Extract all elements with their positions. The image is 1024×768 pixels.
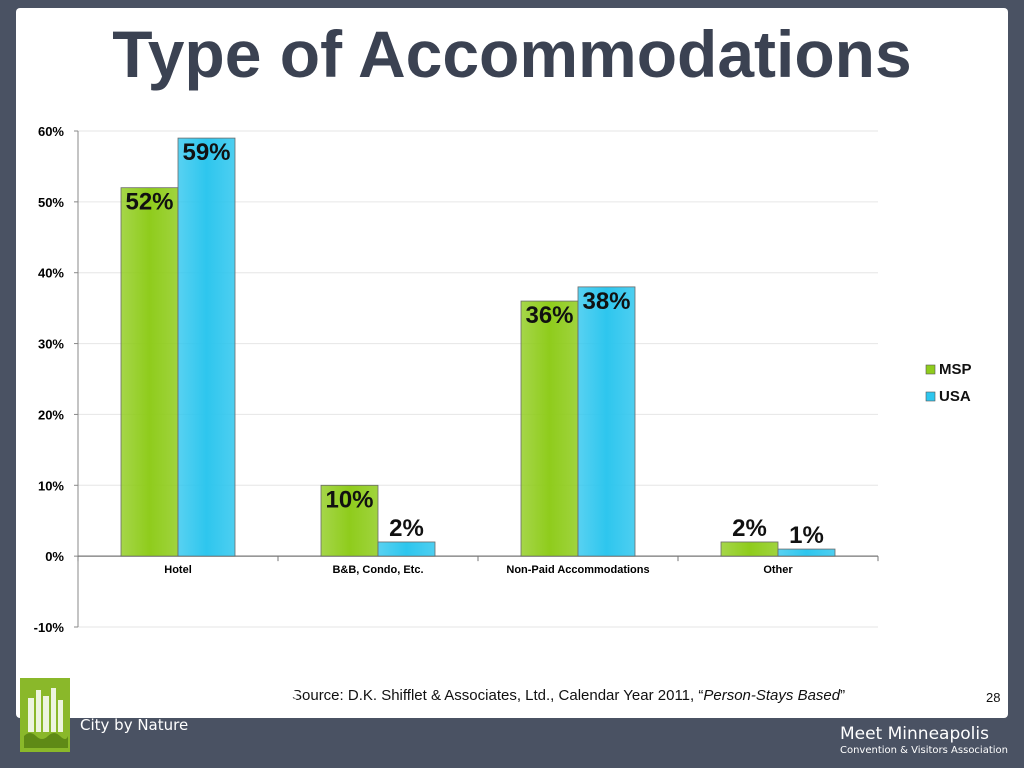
y-tick-label: 30%: [38, 337, 64, 352]
brand-right-title: Meet Minneapolis: [839, 724, 989, 744]
brand-left-title: Minneapolis: [80, 678, 299, 717]
y-tick-label: -10%: [34, 620, 65, 635]
bar-usa: [777, 548, 836, 557]
bar-usa: [577, 286, 636, 557]
bar-usa: [177, 137, 236, 557]
data-label-msp: 2%: [732, 515, 767, 542]
brand-right-subtitle: Convention & Visitors Association: [839, 745, 1008, 756]
data-label-usa: 2%: [389, 515, 424, 542]
bar-usa: [377, 541, 436, 557]
bar-msp: [120, 187, 179, 557]
legend-label-usa: USA: [939, 388, 971, 405]
source-suffix: ”: [840, 687, 846, 704]
legend-label-msp: MSP: [939, 361, 972, 378]
brand-left-subtitle: City by Nature: [80, 716, 189, 734]
x-category-label: Hotel: [164, 564, 192, 576]
y-tick-label: 0%: [45, 549, 64, 564]
y-tick-label: 20%: [38, 407, 64, 422]
meet-minneapolis-wordmark: Meet Minneapolis Convention & Visitors A…: [840, 724, 1008, 758]
source-note: Source: D.K. Shifflet & Associates, Ltd.…: [292, 687, 845, 704]
y-tick-label: 40%: [38, 266, 64, 281]
bar-msp: [720, 541, 779, 557]
data-label-usa: 1%: [789, 522, 824, 549]
legend-swatch-msp: [925, 364, 936, 375]
data-label-usa: 59%: [182, 139, 230, 166]
x-category-label: B&B, Condo, Etc.: [332, 564, 423, 576]
data-label-msp: 36%: [525, 302, 573, 329]
minneapolis-wordmark: Minneapolis City by Nature: [80, 678, 299, 735]
source-italic: Person-Stays Based: [703, 687, 841, 704]
data-label-usa: 38%: [582, 288, 630, 315]
minneapolis-skyline-logo-icon: [20, 678, 70, 752]
data-label-msp: 10%: [325, 486, 373, 513]
slide-title: Type of Accommodations: [112, 17, 912, 91]
bar-msp: [520, 300, 579, 557]
source-prefix: Source: D.K. Shifflet & Associates, Ltd.…: [292, 687, 704, 704]
page-number: 28: [986, 690, 1001, 705]
data-label-msp: 52%: [125, 189, 173, 216]
x-category-label: Other: [763, 564, 793, 576]
bar-msp: [320, 484, 379, 557]
legend-swatch-usa: [925, 391, 936, 402]
y-tick-label: 60%: [38, 124, 64, 139]
y-tick-label: 10%: [38, 478, 64, 493]
y-tick-label: 50%: [38, 195, 64, 210]
x-category-label: Non-Paid Accommodations: [506, 564, 649, 576]
